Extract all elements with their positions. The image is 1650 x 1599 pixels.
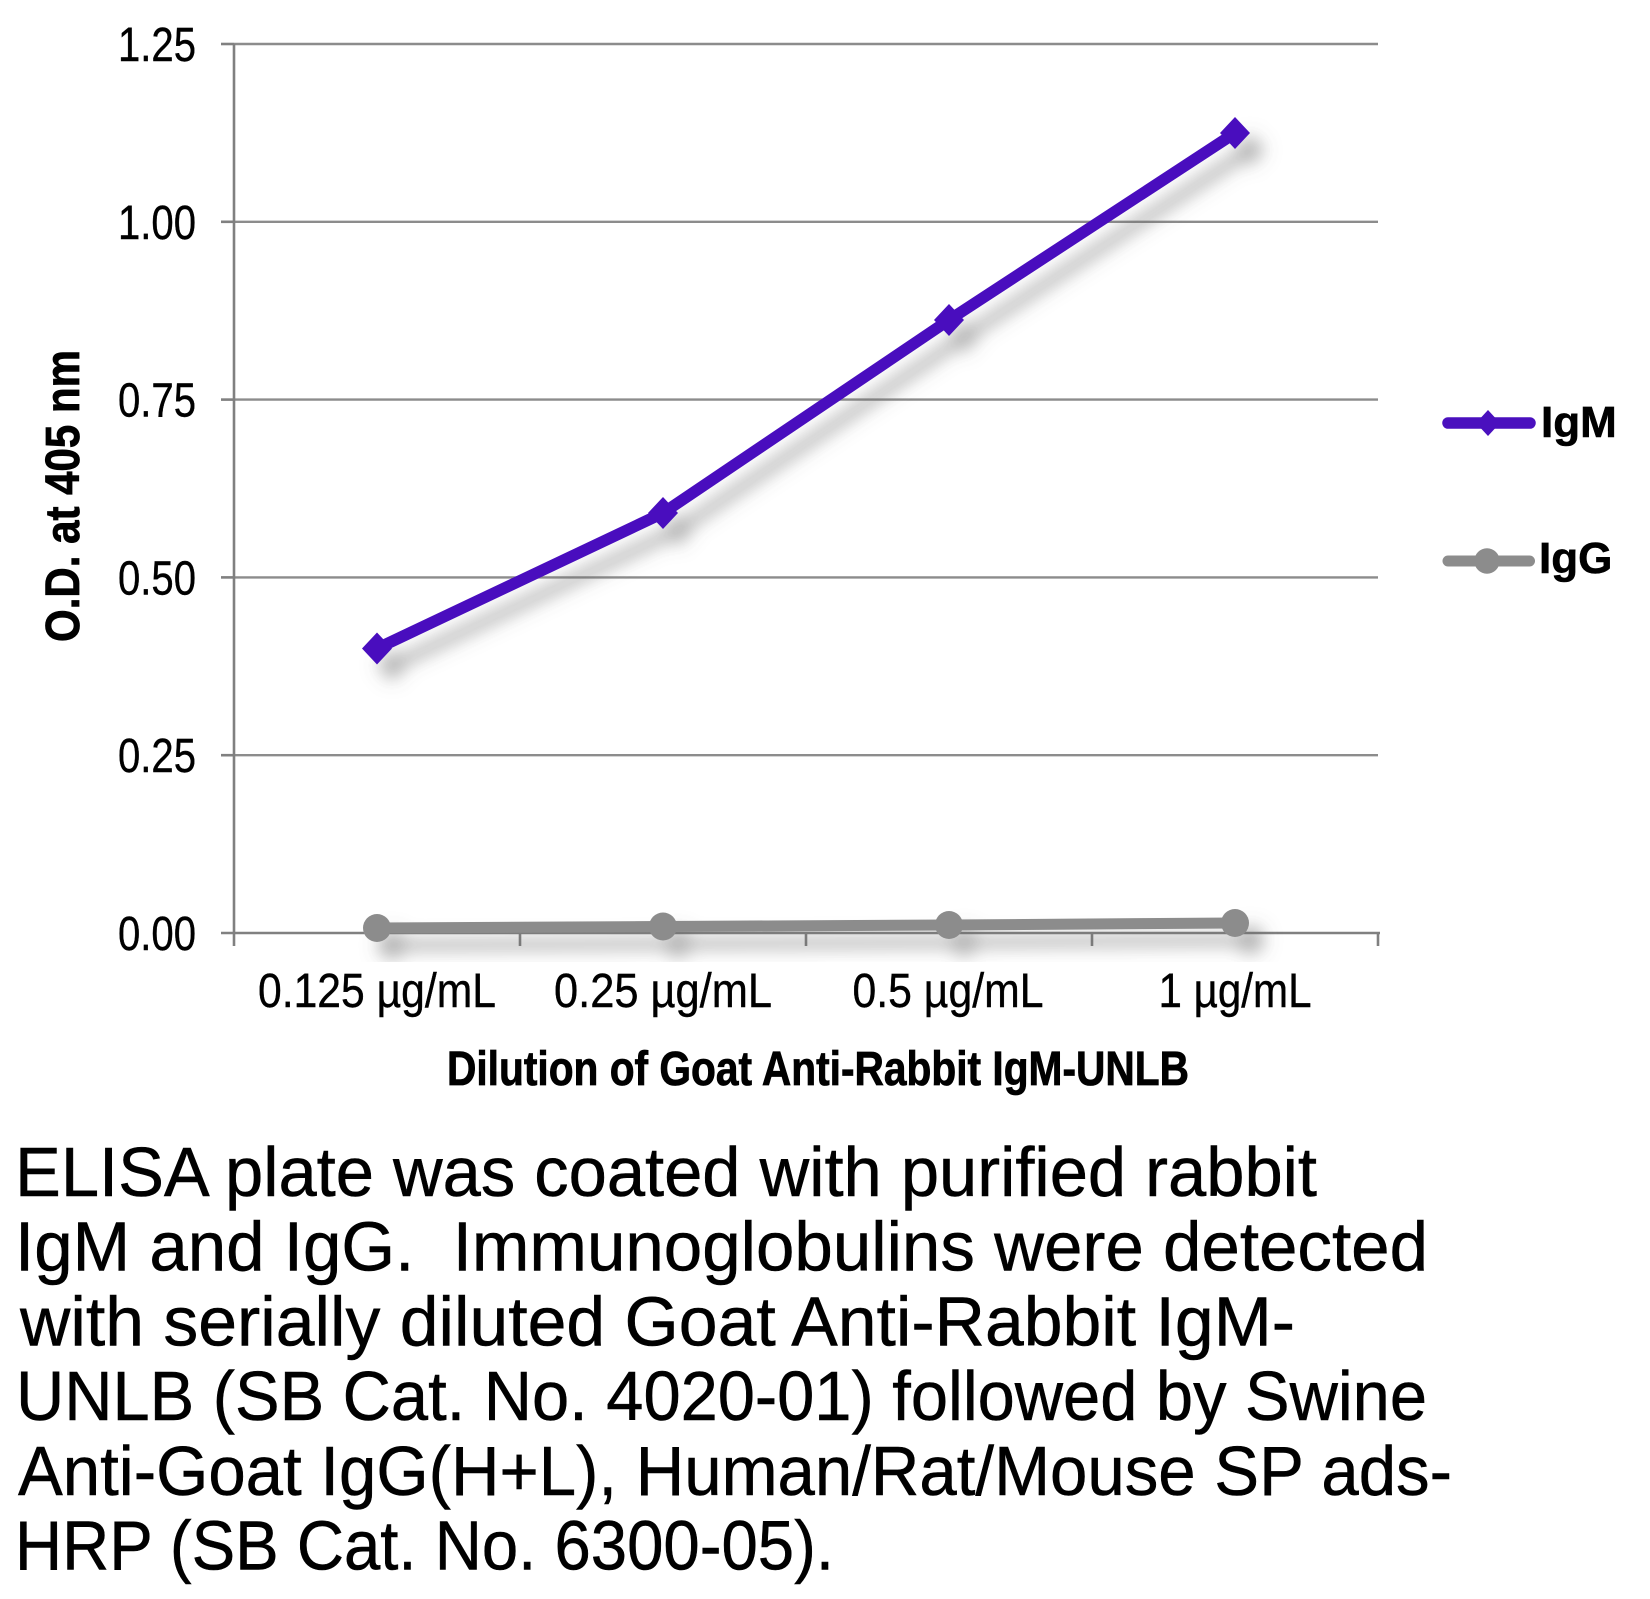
svg-text:0.00: 0.00	[118, 908, 196, 961]
svg-text:1.25: 1.25	[118, 19, 196, 72]
svg-text:O.D. at 405 nm: O.D. at 405 nm	[37, 350, 90, 642]
svg-text:1.00: 1.00	[118, 197, 196, 250]
svg-text:UNLB (SB Cat. No. 4020-01) fol: UNLB (SB Cat. No. 4020-01) followed by S…	[16, 1357, 1427, 1435]
svg-text:0.125 µg/mL: 0.125 µg/mL	[258, 965, 496, 1018]
svg-text:0.75: 0.75	[118, 375, 196, 428]
svg-text:IgG: IgG	[1539, 534, 1612, 583]
svg-text:Anti-Goat IgG(H+L), Human/Rat/: Anti-Goat IgG(H+L), Human/Rat/Mouse SP a…	[18, 1432, 1452, 1510]
svg-text:0.25 µg/mL: 0.25 µg/mL	[554, 965, 772, 1018]
svg-text:0.5 µg/mL: 0.5 µg/mL	[853, 965, 1044, 1018]
svg-text:1 µg/mL: 1 µg/mL	[1159, 965, 1312, 1018]
svg-text:0.50: 0.50	[118, 552, 196, 605]
svg-text:IgM: IgM	[1541, 398, 1617, 447]
svg-text:ELISA plate was coated with pu: ELISA plate was coated with purified rab…	[15, 1133, 1317, 1211]
svg-text:IgM and IgG. Immunoglobulins: IgM and IgG. Immunoglobulins were detect…	[15, 1208, 1428, 1286]
svg-text:with serially diluted Goat Ant: with serially diluted Goat Anti-Rabbit I…	[19, 1282, 1295, 1360]
svg-text:Dilution of Goat Anti-Rabbit I: Dilution of Goat Anti-Rabbit IgM-UNLB	[447, 1043, 1189, 1096]
svg-text:0.25: 0.25	[118, 730, 196, 783]
svg-text:HRP (SB Cat. No. 6300-05).: HRP (SB Cat. No. 6300-05).	[15, 1507, 834, 1585]
